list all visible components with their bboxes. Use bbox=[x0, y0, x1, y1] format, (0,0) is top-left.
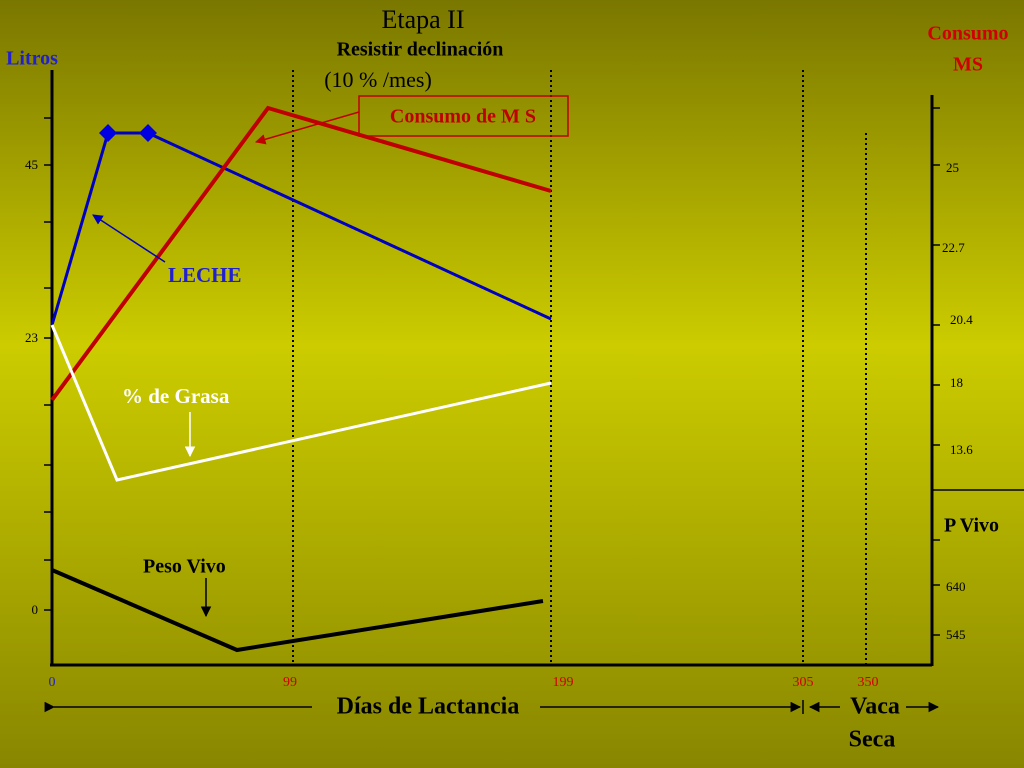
axes bbox=[50, 70, 1024, 667]
right-tick-label: 13.6 bbox=[950, 442, 973, 457]
right-tick-label: 18 bbox=[950, 375, 963, 390]
right-tick-label: 22.7 bbox=[942, 240, 965, 255]
right-axis-label: MS bbox=[953, 54, 983, 76]
x-axis-label: Días de Lactancia bbox=[337, 694, 520, 720]
intake-label: Consumo de M S bbox=[390, 106, 536, 128]
bottom-arrows bbox=[44, 700, 940, 714]
axis-ticks bbox=[44, 107, 940, 636]
fat-label: % de Grasa bbox=[122, 384, 230, 408]
milk-markers bbox=[99, 124, 157, 142]
subtitle: (10 % /mes) bbox=[324, 67, 432, 92]
x-tick-label: 99 bbox=[283, 675, 297, 690]
intake-curve bbox=[50, 105, 552, 402]
dry-label: Vaca bbox=[850, 694, 900, 720]
milk-arrow bbox=[92, 214, 166, 263]
left-axis-label: Litros bbox=[6, 48, 58, 70]
right-tick-label: 20.4 bbox=[950, 312, 973, 327]
weight-tick-label: 545 bbox=[946, 627, 966, 642]
left-tick-label: 23 bbox=[25, 330, 38, 345]
fat-curve bbox=[50, 324, 552, 482]
right-axis-label: Consumo bbox=[927, 23, 1008, 45]
weight-label: Peso Vivo bbox=[143, 556, 226, 578]
title: Etapa II bbox=[381, 5, 464, 34]
milk-curve bbox=[50, 131, 552, 326]
right-tick-label: 25 bbox=[946, 160, 959, 175]
milk-label: LECHE bbox=[168, 263, 242, 287]
dry-label: Seca bbox=[849, 727, 896, 753]
intake-arrow bbox=[254, 111, 360, 145]
intake-box bbox=[358, 95, 569, 137]
left-tick-label: 45 bbox=[25, 157, 38, 172]
x-tick-label: 350 bbox=[858, 675, 879, 690]
stage-dividers bbox=[292, 70, 867, 665]
subtitle: Resistir declinación bbox=[337, 39, 504, 61]
weight-tick-label: 640 bbox=[946, 579, 966, 594]
x-tick-label: 305 bbox=[793, 675, 814, 690]
x-tick-label: 199 bbox=[553, 675, 574, 690]
left-tick-label: 0 bbox=[32, 602, 39, 617]
x-tick-label: 0 bbox=[49, 675, 56, 690]
weight-axis-label: P Vivo bbox=[944, 515, 999, 537]
weight-curve bbox=[51, 568, 544, 653]
